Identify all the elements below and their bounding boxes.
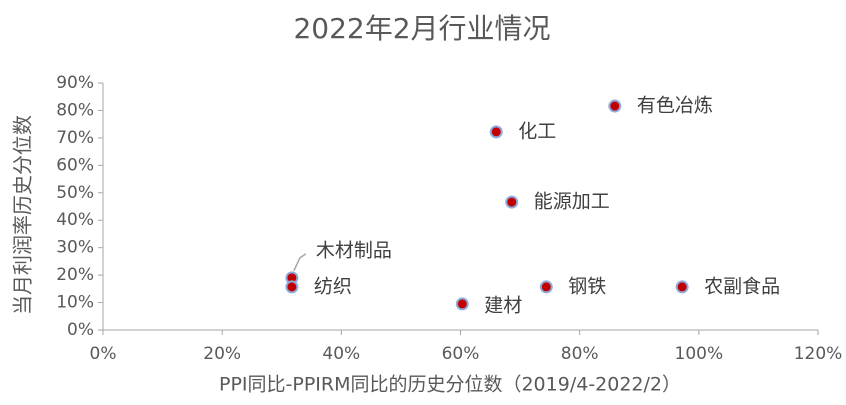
y-tick-label: 0% bbox=[67, 320, 94, 340]
x-tick-label: 0% bbox=[90, 344, 117, 364]
y-tick-label: 90% bbox=[56, 73, 94, 93]
point bbox=[675, 280, 689, 294]
y-tick-label: 40% bbox=[56, 210, 94, 230]
y-tick-label: 80% bbox=[56, 100, 94, 120]
point-label: 化工 bbox=[518, 120, 556, 142]
y-tick-label: 50% bbox=[56, 183, 94, 203]
point-label: 建材 bbox=[484, 294, 522, 316]
chart-title: 2022年2月行业情况 bbox=[293, 12, 550, 45]
y-tick-label: 70% bbox=[56, 128, 94, 148]
point bbox=[489, 125, 503, 139]
y-tick-label: 60% bbox=[56, 155, 94, 175]
x-tick-label: 60% bbox=[442, 344, 480, 364]
point-label: 纺织 bbox=[314, 275, 352, 297]
point bbox=[505, 195, 519, 209]
x-tick-label: 80% bbox=[561, 344, 599, 364]
point-label: 有色冶炼 bbox=[637, 95, 713, 117]
point bbox=[285, 280, 299, 294]
y-tick-label: 30% bbox=[56, 238, 94, 258]
y-tick-label: 10% bbox=[56, 293, 94, 313]
x-tick-label: 100% bbox=[675, 344, 724, 364]
point bbox=[608, 99, 622, 113]
point bbox=[455, 297, 469, 311]
y-axis-label: 当月利润率历史分位数 bbox=[11, 115, 35, 315]
x-axis-label: PPI同比-PPIRM同比的历史分位数（2019/4-2022/2） bbox=[219, 374, 681, 396]
point-label: 能源加工 bbox=[534, 191, 610, 213]
point-label: 钢铁 bbox=[568, 275, 606, 297]
x-tick-label: 40% bbox=[322, 344, 360, 364]
leader-line bbox=[293, 253, 307, 272]
point bbox=[539, 280, 553, 294]
y-tick-label: 20% bbox=[56, 265, 94, 285]
point-label: 木材制品 bbox=[316, 239, 392, 261]
x-tick-label: 120% bbox=[794, 344, 843, 364]
point-label: 农副食品 bbox=[704, 275, 780, 297]
x-tick-label: 20% bbox=[203, 344, 241, 364]
